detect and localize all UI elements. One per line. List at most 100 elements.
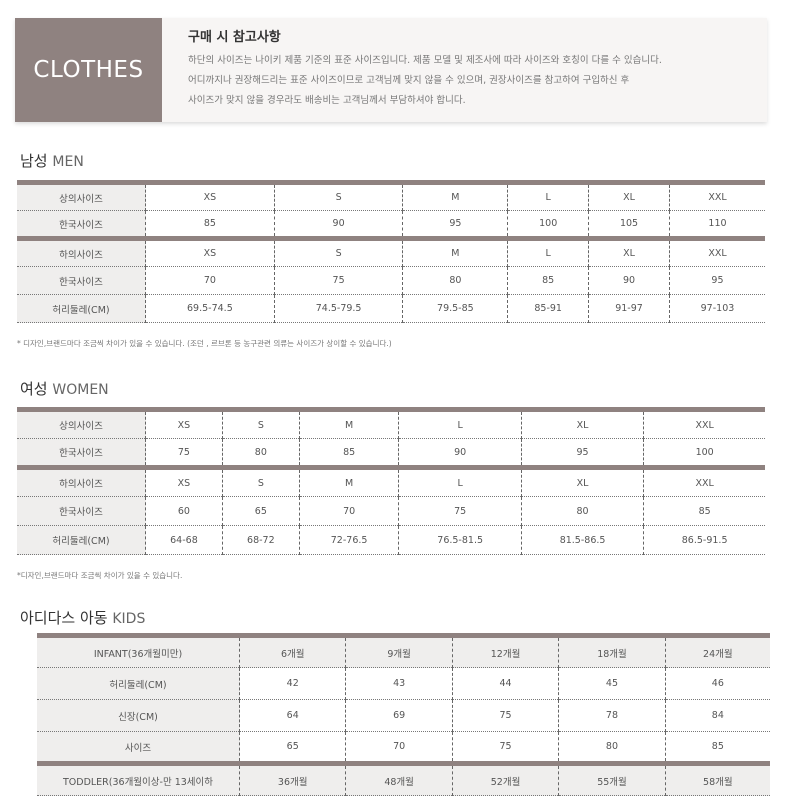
- table-cell: 84: [664, 699, 770, 732]
- women-section-title: 여성 WOMEN: [20, 380, 109, 398]
- table-cell: S: [221, 407, 300, 439]
- table-cell: 75: [451, 699, 559, 732]
- table-cell: 90: [273, 210, 403, 239]
- table-cell: 100: [643, 438, 765, 468]
- table-cell: 58개월: [664, 761, 770, 796]
- table-cell: 75: [145, 438, 223, 468]
- table-cell: 85-91: [507, 294, 589, 323]
- table-cell: 80: [520, 496, 644, 526]
- table-cell: S: [273, 180, 403, 211]
- table-cell: 75: [398, 496, 522, 526]
- table-cell: 70: [298, 496, 399, 526]
- table-cell: 79.5-85: [402, 294, 508, 323]
- table-cell: 45: [558, 667, 666, 700]
- table-cell: 44: [451, 667, 559, 700]
- table-cell: 86.5-91.5: [643, 525, 765, 555]
- table-cell: 64-68: [145, 525, 223, 555]
- clothes-logo: CLOTHES: [15, 18, 162, 122]
- table-cell: XL: [588, 180, 670, 211]
- table-cell: XL: [520, 407, 644, 439]
- table-cell: 105: [588, 210, 670, 239]
- table-cell: M: [298, 407, 399, 439]
- table-cell: 80: [402, 266, 508, 295]
- table-cell: 72-76.5: [298, 525, 399, 555]
- table-cell: XS: [145, 236, 275, 267]
- table-cell: 76.5-81.5: [398, 525, 522, 555]
- table-cell: 91-97: [588, 294, 670, 323]
- table-row: 허리둘레(CM) 42 43 44 45 46: [37, 667, 770, 700]
- table-row: 한국사이즈 60 65 70 75 80 85: [17, 496, 765, 526]
- table-cell: XXL: [643, 407, 765, 439]
- table-cell: S: [221, 465, 300, 497]
- table-cell: 90: [398, 438, 522, 468]
- table-row: 사이즈 65 70 75 80 85: [37, 731, 770, 764]
- table-cell: 68-72: [221, 525, 300, 555]
- row-label: 상의사이즈: [17, 407, 146, 439]
- notice-line: 사이즈가 맞지 않을 경우라도 배송비는 고객님께서 부담하셔야 합니다.: [188, 95, 466, 106]
- table-cell: L: [507, 236, 589, 267]
- men-section-title: 남성 MEN: [20, 152, 84, 170]
- table-cell: 80: [558, 731, 666, 764]
- table-cell: 36개월: [238, 761, 346, 796]
- table-cell: XXL: [668, 236, 765, 267]
- table-cell: 75: [451, 731, 559, 764]
- table-cell: 81.5-86.5: [520, 525, 644, 555]
- table-cell: 46: [664, 667, 770, 700]
- table-cell: L: [507, 180, 589, 211]
- table-cell: 43: [345, 667, 453, 700]
- notice-title: 구매 시 참고사항: [188, 30, 281, 45]
- table-cell: L: [398, 407, 522, 439]
- row-label: 허리둘레(CM): [37, 667, 240, 700]
- table-cell: 100: [507, 210, 589, 239]
- table-cell: M: [402, 180, 508, 211]
- men-note: * 디자인,브랜드마다 조금씩 차이가 있을 수 있습니다. (조던 , 르브론…: [17, 339, 392, 348]
- row-label: 한국사이즈: [17, 438, 146, 468]
- row-label: 한국사이즈: [17, 496, 146, 526]
- table-cell: 85: [145, 210, 275, 239]
- row-label: 한국사이즈: [17, 266, 146, 295]
- kids-section-title: 아디다스 아동 KIDS: [20, 609, 146, 627]
- row-label: 하의사이즈: [17, 465, 146, 497]
- table-cell: L: [398, 465, 522, 497]
- table-cell: M: [298, 465, 399, 497]
- table-cell: 95: [668, 266, 765, 295]
- table-cell: 48개월: [345, 761, 453, 796]
- table-cell: 110: [668, 210, 765, 239]
- row-label: 상의사이즈: [17, 180, 146, 211]
- row-label: 허리둘레(CM): [17, 525, 146, 555]
- table-cell: 95: [402, 210, 508, 239]
- table-cell: 75: [273, 266, 403, 295]
- kids-size-table: INFANT(36개월미만) 6개월 9개월 12개월 18개월 24개월 허리둘레(CM)…: [37, 633, 770, 796]
- table-cell: 64: [238, 699, 346, 732]
- table-cell: 18개월: [558, 633, 666, 668]
- table-cell: 60: [145, 496, 223, 526]
- table-cell: 65: [221, 496, 300, 526]
- notice-line: 어디까지나 권장해드리는 표준 사이즈이므로 고객님께 맞지 않을 수 있으며,…: [188, 75, 630, 86]
- table-cell: S: [273, 236, 403, 267]
- notice-line: 하단의 사이즈는 나이키 제품 기준의 표준 사이즈입니다. 제품 모델 및 제…: [188, 55, 662, 66]
- table-row: INFANT(36개월미만) 6개월 9개월 12개월 18개월 24개월: [37, 633, 770, 668]
- table-cell: 85: [643, 496, 765, 526]
- row-label: 사이즈: [37, 731, 240, 764]
- table-row: 한국사이즈 85 90 95 100 105 110: [17, 210, 765, 239]
- table-row: 허리둘레(CM) 69.5-74.5 74.5-79.5 79.5-85 85-91 91…: [17, 294, 765, 323]
- table-cell: 80: [221, 438, 300, 468]
- row-label: 한국사이즈: [17, 210, 146, 239]
- table-cell: 85: [507, 266, 589, 295]
- table-cell: XL: [520, 465, 644, 497]
- row-label: 신장(CM): [37, 699, 240, 732]
- row-label: TODDLER(36개월이상-만 13세이하: [37, 761, 240, 796]
- table-cell: 85: [298, 438, 399, 468]
- table-cell: XXL: [643, 465, 765, 497]
- table-row: TODDLER(36개월이상-만 13세이하 36개월 48개월 52개월 55개월 58…: [37, 761, 770, 796]
- table-cell: 70: [345, 731, 453, 764]
- table-row: 신장(CM) 64 69 75 78 84: [37, 699, 770, 732]
- notice-header: CLOTHES 구매 시 참고사항 하단의 사이즈는 나이키 제품 기준의 표준…: [15, 18, 767, 122]
- row-label: 하의사이즈: [17, 236, 146, 267]
- table-cell: 69: [345, 699, 453, 732]
- table-row: 하의사이즈 XS S M L XL XXL: [17, 236, 765, 267]
- table-cell: 9개월: [345, 633, 453, 668]
- table-cell: 24개월: [664, 633, 770, 668]
- table-cell: 65: [238, 731, 346, 764]
- table-cell: 70: [145, 266, 275, 295]
